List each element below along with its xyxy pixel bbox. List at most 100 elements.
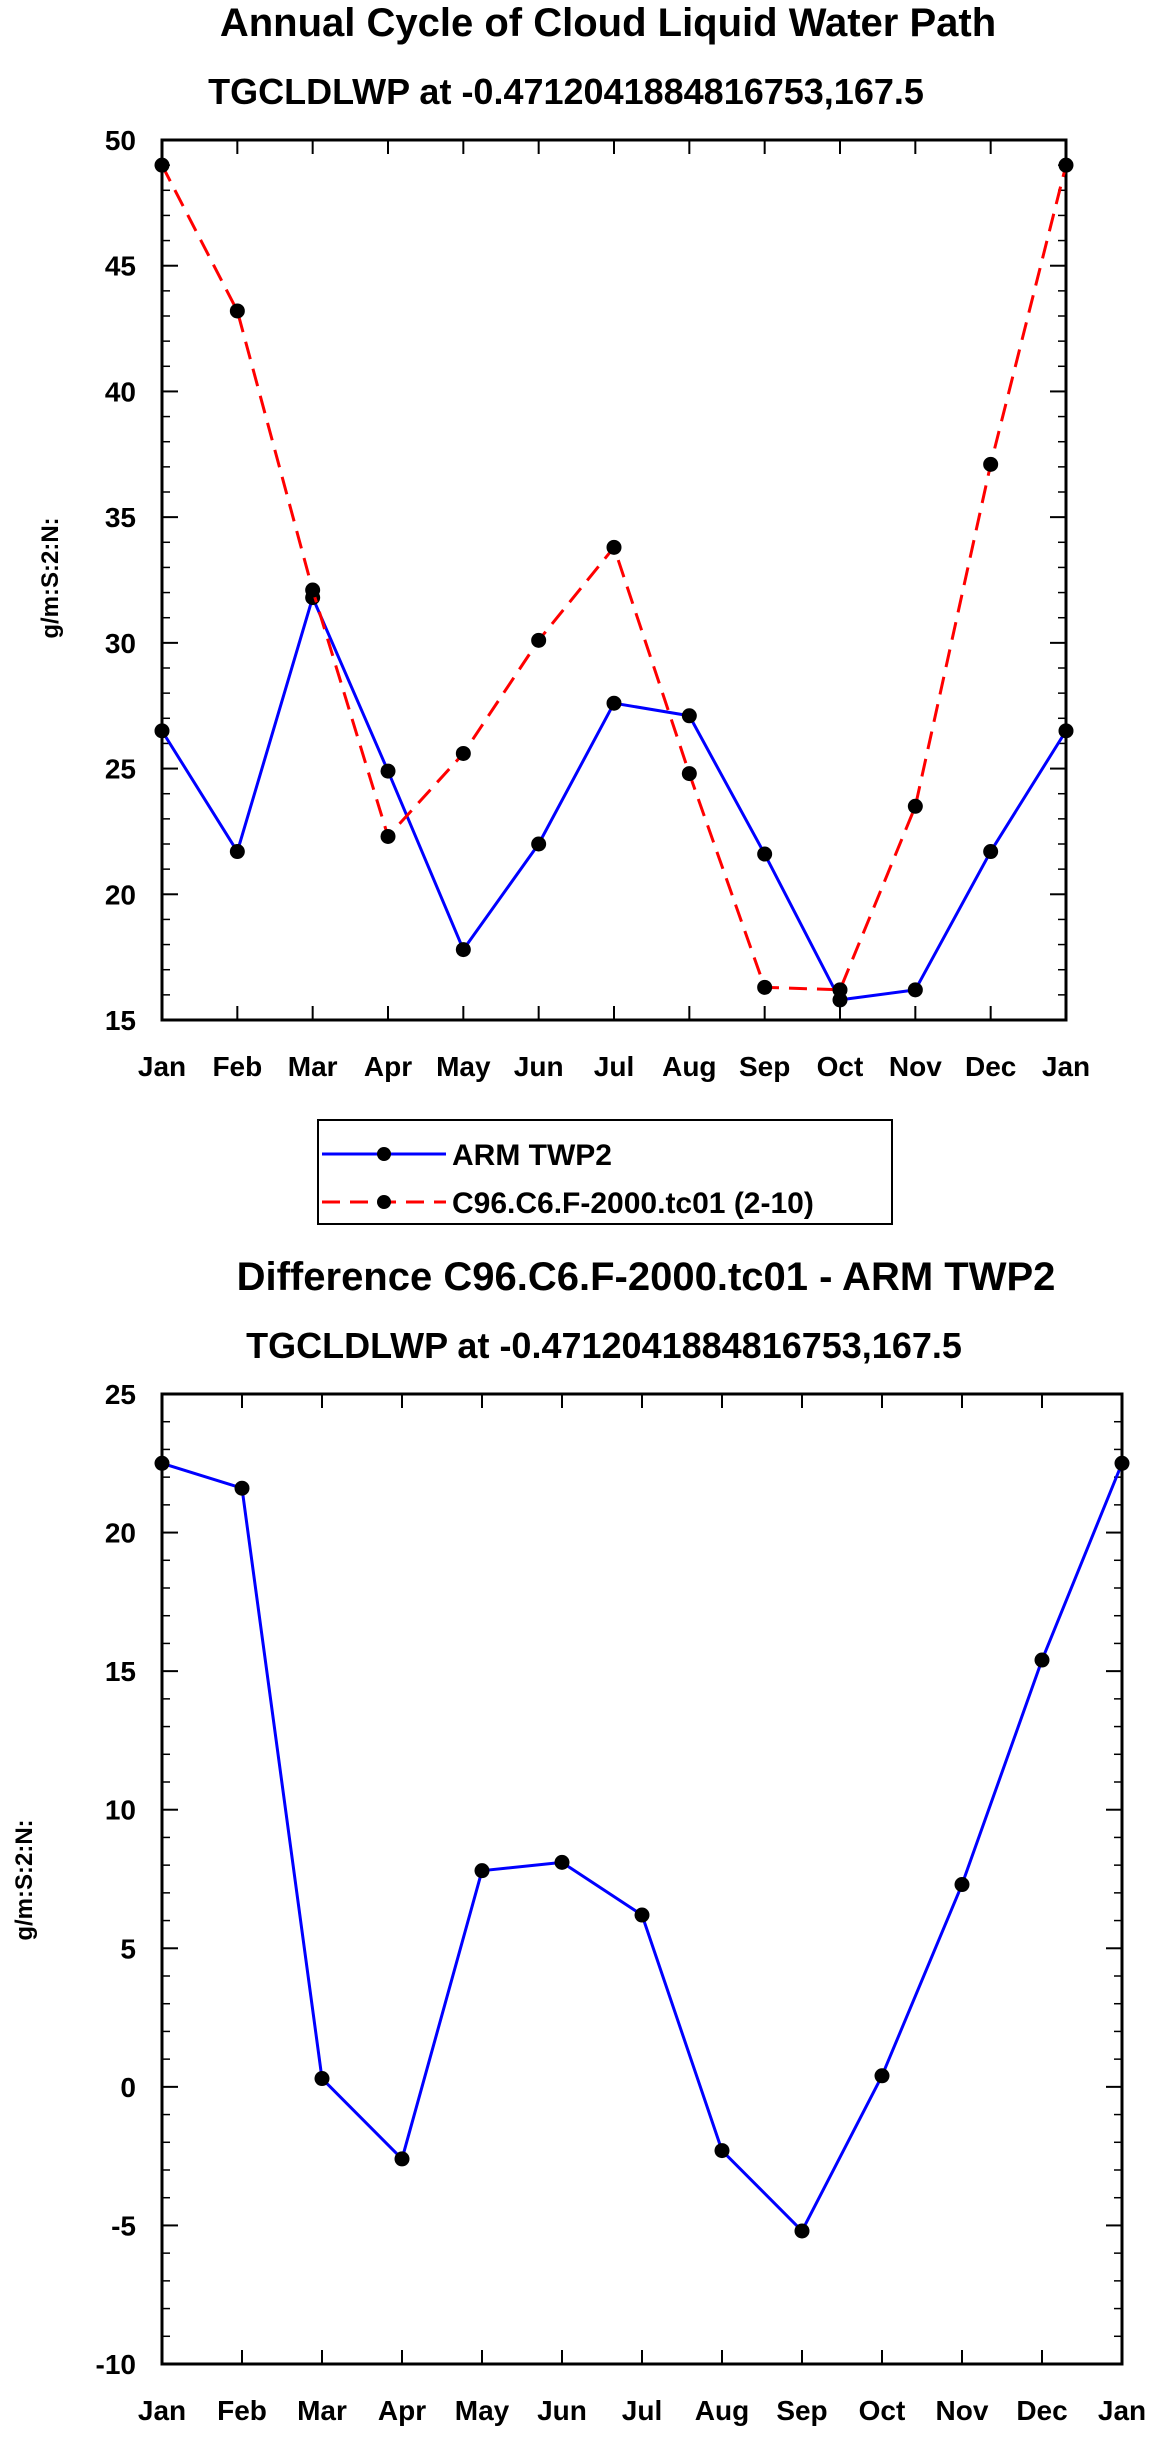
data-point-c96-c6-f-2000-tc01-2-10-oct-9 xyxy=(832,982,848,998)
y-tick-label-5: -5 xyxy=(111,2210,136,2241)
data-point-c96-c6-f-2000-tc01-2-10-may-4 xyxy=(455,745,471,761)
data-point-arm-twp2-feb-1 xyxy=(229,844,245,860)
x-tick-label-feb: Feb xyxy=(212,1051,262,1082)
x-tick-label-aug: Aug xyxy=(695,2395,749,2426)
x-tick-label-jun: Jun xyxy=(514,1051,564,1082)
data-point-arm-twp2-jul-6 xyxy=(606,695,622,711)
plot-frame xyxy=(160,1392,1124,2366)
plot-frame xyxy=(160,138,1068,1022)
difference-y-tick-labels: -10 -5 0 5 10 15 20 25 xyxy=(96,1379,136,2380)
data-point-arm-twp2-nov-10 xyxy=(907,982,923,998)
x-tick-label-mar: Mar xyxy=(297,2395,347,2426)
y-tick-label-20: 20 xyxy=(105,879,136,910)
data-point-c96-c6-f-2000-tc01-2-10-mar-2 xyxy=(305,582,321,598)
x-tick-label-jun: Jun xyxy=(537,2395,587,2426)
difference-x-tick-labels: Jan Feb Mar Apr May Jun Jul Aug Sep Oct Nov Dec Jan xyxy=(138,2395,1146,2426)
x-tick-label-sep: Sep xyxy=(739,1051,790,1082)
x-tick-label-jan: Jan xyxy=(1042,1051,1090,1082)
x-tick-label-jul: Jul xyxy=(622,2395,662,2426)
legend-label-arm-twp2: ARM TWP2 xyxy=(452,1139,612,1172)
legend-box xyxy=(317,1119,893,1225)
y-tick-label-5: 5 xyxy=(120,1933,136,1964)
legend-marker-c96 xyxy=(377,1195,391,1209)
y-tick-label-45: 45 xyxy=(105,251,136,282)
x-tick-label-mar: Mar xyxy=(288,1051,338,1082)
y-tick-label-10: -10 xyxy=(96,2349,136,2380)
data-point-difference-jan-0 xyxy=(154,1455,170,1471)
x-tick-label-aug: Aug xyxy=(662,1051,716,1082)
annual-cycle-subtitle: TGCLDLWP at -0.4712041884816753,167.5 xyxy=(208,71,924,112)
x-tick-label-jan: Jan xyxy=(138,2395,186,2426)
data-point-difference-mar-2 xyxy=(314,2071,330,2087)
data-point-c96-c6-f-2000-tc01-2-10-jan-12 xyxy=(1058,157,1074,173)
data-point-difference-may-4 xyxy=(474,1863,490,1879)
x-tick-label-may: May xyxy=(436,1051,491,1082)
y-tick-label-30: 30 xyxy=(105,628,136,659)
annual-cycle-panel: Annual Cycle of Cloud Liquid Water Path … xyxy=(37,1,1090,1082)
difference-axes xyxy=(160,1392,1124,2366)
series-line-c96-c6-f-2000-tc01-2-10 xyxy=(160,164,1068,992)
data-point-c96-c6-f-2000-tc01-2-10-jul-6 xyxy=(606,539,622,555)
y-tick-label-10: 10 xyxy=(105,1795,136,1826)
data-point-arm-twp2-sep-8 xyxy=(757,846,773,862)
data-point-arm-twp2-dec-11 xyxy=(983,844,999,860)
data-point-difference-aug-7 xyxy=(714,2143,730,2159)
data-point-c96-c6-f-2000-tc01-2-10-jan-0 xyxy=(154,157,170,173)
x-tick-label-apr: Apr xyxy=(378,2395,426,2426)
data-point-c96-c6-f-2000-tc01-2-10-sep-8 xyxy=(757,979,773,995)
x-tick-label-jan: Jan xyxy=(138,1051,186,1082)
data-point-c96-c6-f-2000-tc01-2-10-feb-1 xyxy=(229,303,245,319)
x-tick-label-nov: Nov xyxy=(889,1051,942,1082)
data-point-difference-dec-11 xyxy=(1034,1652,1050,1668)
x-tick-label-dec: Dec xyxy=(965,1051,1016,1082)
series-line-difference xyxy=(161,1461,1124,2233)
x-tick-label-jan: Jan xyxy=(1098,2395,1146,2426)
x-tick-label-dec: Dec xyxy=(1016,2395,1067,2426)
x-tick-label-sep: Sep xyxy=(776,2395,827,2426)
data-point-c96-c6-f-2000-tc01-2-10-dec-11 xyxy=(983,456,999,472)
x-tick-label-feb: Feb xyxy=(217,2395,267,2426)
x-tick-label-apr: Apr xyxy=(364,1051,412,1082)
annual-cycle-y-axis-label: g/m:S:2:N: xyxy=(37,517,64,638)
data-point-arm-twp2-aug-7 xyxy=(681,708,697,724)
data-point-c96-c6-f-2000-tc01-2-10-nov-10 xyxy=(907,798,923,814)
data-point-arm-twp2-may-4 xyxy=(455,942,471,958)
y-tick-label-25: 25 xyxy=(105,1379,136,1410)
data-point-c96-c6-f-2000-tc01-2-10-aug-7 xyxy=(681,766,697,782)
data-point-difference-feb-1 xyxy=(234,1480,250,1496)
y-tick-label-15: 15 xyxy=(105,1005,136,1036)
legend-marker-arm-twp2 xyxy=(377,1147,391,1161)
x-tick-label-may: May xyxy=(455,2395,510,2426)
data-point-difference-jun-5 xyxy=(554,1854,570,1870)
annual-cycle-title: Annual Cycle of Cloud Liquid Water Path xyxy=(220,1,996,45)
data-point-arm-twp2-jan-0 xyxy=(154,723,170,739)
legend-item-arm-twp2: ARM TWP2 xyxy=(322,1139,612,1172)
data-point-arm-twp2-jun-5 xyxy=(531,836,547,852)
y-tick-label-35: 35 xyxy=(105,502,136,533)
legend-item-c96: C96.C6.F-2000.tc01 (2-10) xyxy=(322,1187,814,1220)
legend-label-c96: C96.C6.F-2000.tc01 (2-10) xyxy=(452,1187,814,1220)
y-tick-label-50: 50 xyxy=(105,125,136,156)
data-point-difference-oct-9 xyxy=(874,2068,890,2084)
x-tick-label-oct: Oct xyxy=(817,1051,864,1082)
x-tick-label-oct: Oct xyxy=(859,2395,906,2426)
difference-subtitle: TGCLDLWP at -0.4712041884816753,167.5 xyxy=(246,1325,962,1366)
annual-cycle-y-tick-labels: 15 20 25 30 35 40 45 50 xyxy=(105,125,136,1036)
y-tick-label-40: 40 xyxy=(105,376,136,407)
difference-y-axis-label: g/m:S:2:N: xyxy=(11,1819,38,1940)
data-point-difference-jul-6 xyxy=(634,1907,650,1923)
series-line-arm-twp2 xyxy=(160,596,1068,1002)
y-tick-label-20: 20 xyxy=(105,1518,136,1549)
y-tick-label-15: 15 xyxy=(105,1656,136,1687)
data-point-difference-nov-10 xyxy=(954,1877,970,1893)
difference-series xyxy=(154,1455,1130,2239)
data-point-difference-apr-3 xyxy=(394,2151,410,2167)
difference-title: Difference C96.C6.F-2000.tc01 - ARM TWP2 xyxy=(237,1255,1056,1299)
data-point-c96-c6-f-2000-tc01-2-10-jun-5 xyxy=(531,632,547,648)
data-point-c96-c6-f-2000-tc01-2-10-apr-3 xyxy=(380,828,396,844)
annual-cycle-x-tick-labels: Jan Feb Mar Apr May Jun Jul Aug Sep Oct Nov Dec Jan xyxy=(138,1051,1090,1082)
data-point-arm-twp2-jan-12 xyxy=(1058,723,1074,739)
annual-cycle-axes xyxy=(160,138,1068,1022)
y-tick-label-25: 25 xyxy=(105,754,136,785)
